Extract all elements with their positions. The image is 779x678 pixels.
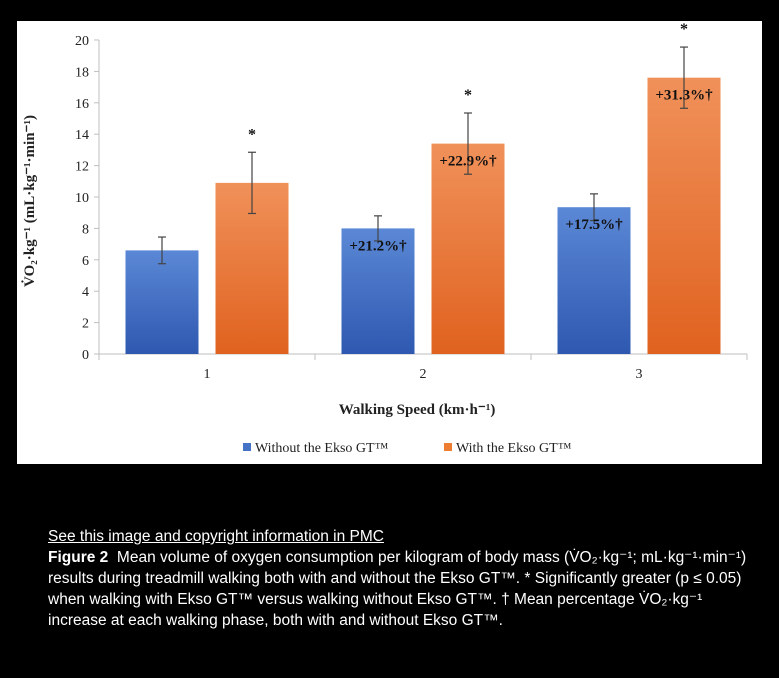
y-axis-title: V̇O₂·kg⁻¹ (mL·kg⁻¹·min⁻¹) — [21, 115, 38, 287]
pmc-copyright-link[interactable]: See this image and copyright information… — [48, 528, 384, 545]
legend-label: With the Ekso GT™ — [456, 441, 572, 456]
increase-label: +21.2%† — [349, 238, 407, 254]
y-tick-label: 8 — [82, 222, 89, 237]
y-tick-label: 16 — [75, 97, 89, 112]
y-tick-label: 0 — [82, 348, 89, 363]
bar-labels: * * * +21.2%† +22.9%† +17.5%† +31.3%† — [248, 21, 713, 254]
increase-label: +22.9%† — [439, 154, 497, 170]
bar — [341, 228, 415, 354]
significance-marker: * — [680, 21, 688, 38]
figure-label: Figure 2 — [48, 549, 109, 566]
y-tick-label: 6 — [82, 254, 89, 269]
bar — [647, 77, 721, 355]
significance-marker: * — [248, 126, 256, 143]
caption-text: Mean volume of oxygen consumption per ki… — [48, 549, 747, 629]
y-tick-label: 2 — [82, 317, 89, 332]
increase-label: +31.3%† — [655, 88, 713, 104]
legend-swatch — [243, 443, 251, 451]
x-tick-label: 3 — [636, 367, 643, 382]
legend-label: Without the Ekso GT™ — [255, 441, 389, 456]
y-tick-label: 18 — [75, 65, 89, 80]
x-tick-label: 2 — [420, 367, 427, 382]
y-axis: 0 2 4 6 8 10 12 14 16 18 20 — [75, 34, 100, 363]
bar — [125, 250, 199, 354]
figure-caption: See this image and copyright information… — [48, 526, 748, 631]
significance-marker: * — [464, 87, 472, 104]
x-axis: 1 2 3 — [98, 353, 748, 382]
bar — [431, 143, 505, 354]
bars — [125, 46, 721, 355]
y-tick-label: 12 — [75, 160, 89, 175]
x-tick-label: 1 — [204, 367, 211, 382]
y-tick-label: 4 — [82, 285, 89, 300]
y-tick-label: 14 — [75, 128, 89, 143]
legend-swatch — [444, 443, 452, 451]
x-axis-title: Walking Speed (km·h⁻¹) — [339, 402, 496, 418]
legend: Without the Ekso GT™ With the Ekso GT™ — [243, 441, 572, 456]
y-tick-label: 20 — [75, 34, 89, 49]
y-tick-label: 10 — [75, 191, 89, 206]
bar — [557, 207, 631, 354]
increase-label: +17.5%† — [565, 217, 623, 233]
caption-body: Figure 2 Mean volume of oxygen consumpti… — [48, 547, 748, 631]
